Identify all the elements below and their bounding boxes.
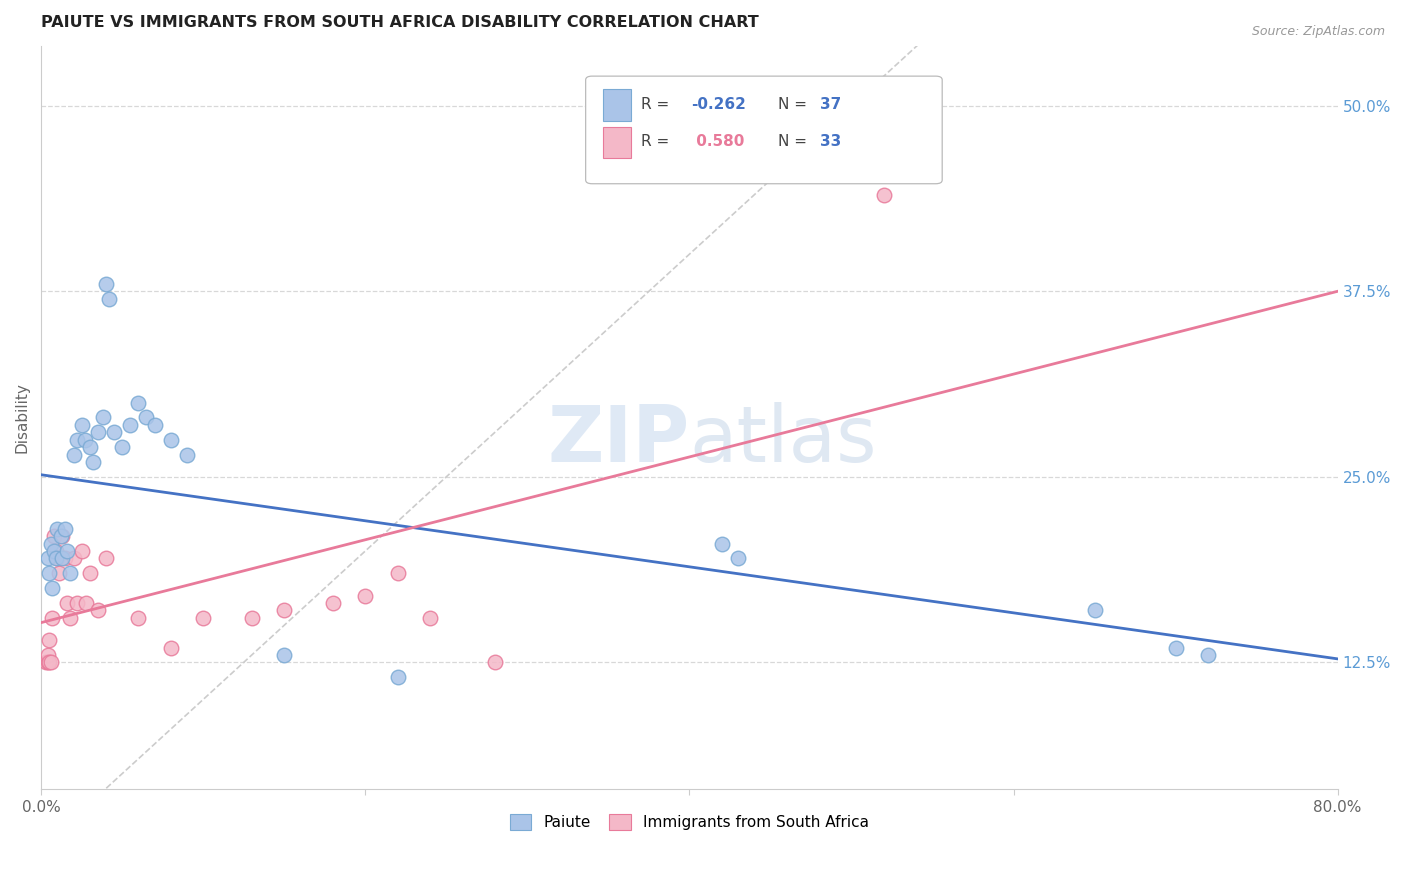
Point	[273, 648, 295, 662]
Point	[143, 417, 166, 432]
Point	[484, 656, 506, 670]
Point	[387, 566, 409, 581]
Point	[193, 611, 215, 625]
Text: N =: N =	[778, 97, 811, 112]
Point	[419, 611, 441, 625]
Point	[41, 581, 63, 595]
Point	[49, 529, 72, 543]
Point	[35, 656, 58, 670]
Point	[79, 440, 101, 454]
Point	[38, 633, 60, 648]
Point	[38, 566, 60, 581]
Bar	[603, 89, 631, 120]
Text: atlas: atlas	[689, 401, 877, 478]
Point	[273, 603, 295, 617]
Text: 33: 33	[820, 134, 842, 149]
Point	[91, 410, 114, 425]
Text: PAIUTE VS IMMIGRANTS FROM SOUTH AFRICA DISABILITY CORRELATION CHART: PAIUTE VS IMMIGRANTS FROM SOUTH AFRICA D…	[41, 15, 759, 30]
Point	[159, 640, 181, 655]
Point	[39, 656, 62, 670]
Point	[51, 551, 73, 566]
Text: 37: 37	[820, 97, 842, 112]
Point	[56, 596, 79, 610]
Point	[62, 448, 84, 462]
Point	[45, 544, 67, 558]
Text: Source: ZipAtlas.com: Source: ZipAtlas.com	[1251, 25, 1385, 38]
Point	[710, 536, 733, 550]
Point	[82, 455, 104, 469]
Point	[387, 670, 409, 684]
Point	[322, 596, 344, 610]
Point	[70, 417, 93, 432]
Point	[66, 433, 89, 447]
Point	[1164, 640, 1187, 655]
Legend: Paiute, Immigrants from South Africa: Paiute, Immigrants from South Africa	[503, 808, 875, 837]
Point	[354, 589, 377, 603]
Point	[1083, 603, 1105, 617]
Point	[103, 425, 125, 440]
Point	[111, 440, 134, 454]
Point	[55, 551, 77, 566]
Point	[94, 277, 117, 291]
Point	[120, 417, 142, 432]
Point	[127, 611, 149, 625]
Point	[46, 551, 69, 566]
Text: ZIP: ZIP	[547, 401, 689, 478]
Point	[66, 596, 89, 610]
Text: R =: R =	[641, 97, 675, 112]
Point	[55, 522, 77, 536]
Point	[37, 648, 59, 662]
Point	[727, 551, 749, 566]
Point	[41, 611, 63, 625]
Point	[94, 551, 117, 566]
Text: 0.580: 0.580	[690, 134, 744, 149]
Point	[37, 656, 59, 670]
Text: -0.262: -0.262	[690, 97, 745, 112]
Point	[56, 544, 79, 558]
Point	[42, 529, 65, 543]
Point	[240, 611, 263, 625]
FancyBboxPatch shape	[586, 76, 942, 184]
Point	[98, 292, 121, 306]
Point	[135, 410, 157, 425]
Point	[62, 551, 84, 566]
Point	[70, 544, 93, 558]
Point	[51, 529, 73, 543]
Point	[73, 433, 96, 447]
Y-axis label: Disability: Disability	[15, 382, 30, 453]
Point	[873, 187, 896, 202]
Point	[39, 536, 62, 550]
Point	[38, 656, 60, 670]
Point	[79, 566, 101, 581]
Point	[45, 551, 67, 566]
Point	[59, 611, 82, 625]
Point	[76, 596, 98, 610]
Point	[1197, 648, 1219, 662]
Point	[59, 566, 82, 581]
Point	[176, 448, 198, 462]
Point	[127, 395, 149, 409]
Point	[48, 566, 70, 581]
Text: R =: R =	[641, 134, 675, 149]
Point	[46, 522, 69, 536]
Bar	[603, 127, 631, 158]
Text: N =: N =	[778, 134, 811, 149]
Point	[87, 603, 110, 617]
Point	[37, 551, 59, 566]
Point	[42, 544, 65, 558]
Point	[159, 433, 181, 447]
Point	[87, 425, 110, 440]
